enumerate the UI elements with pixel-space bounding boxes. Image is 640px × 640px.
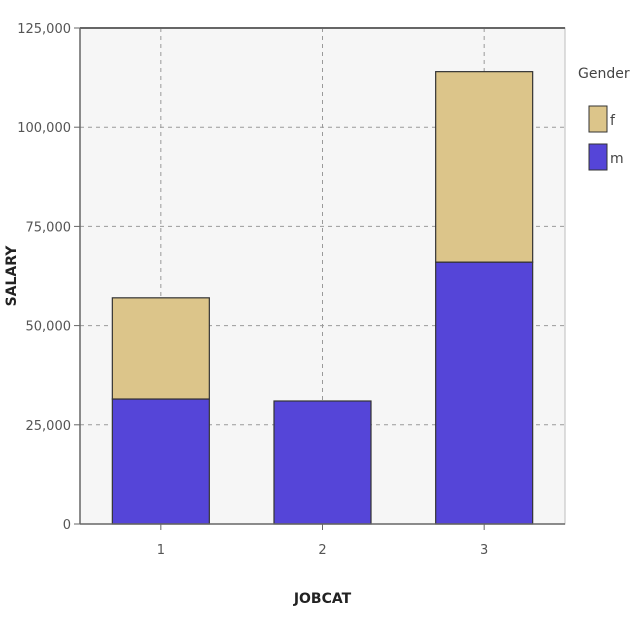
bar-cat1-f: [111, 297, 210, 400]
x-axis-title: JOBCAT: [293, 591, 352, 607]
bar-cat2-m: [273, 400, 372, 525]
legend-label-m: m: [610, 151, 624, 167]
y-axis-title: SALARY: [4, 245, 20, 307]
x-tick-label: 1: [157, 543, 165, 558]
y-tick-label: 50,000: [26, 320, 72, 335]
bars-group: [111, 71, 534, 525]
y-tick-label: 0: [63, 518, 71, 533]
bar-cat3-f: [435, 71, 534, 263]
y-tick-label: 100,000: [17, 121, 71, 136]
legend-label-f: f: [610, 113, 616, 129]
legend-title: Gender: [578, 66, 630, 82]
legend: Gender fm: [578, 66, 630, 171]
legend-swatch-f: [588, 105, 608, 133]
axes-group: [74, 27, 566, 530]
x-tick-labels: 1 2 3: [157, 543, 489, 558]
bar-cat3-m: [435, 261, 534, 525]
x-tick-label: 3: [480, 543, 488, 558]
y-tick-labels: 0 25,000 50,000 75,000 100,000 125,000: [17, 22, 71, 533]
x-tick-label: 2: [318, 543, 326, 558]
bar-cat1-m: [111, 398, 210, 525]
legend-swatch-m: [588, 143, 608, 171]
y-tick-label: 75,000: [26, 220, 72, 235]
legend-items: fm: [588, 105, 624, 171]
y-tick-label: 125,000: [17, 22, 71, 37]
y-tick-label: 25,000: [26, 419, 72, 434]
